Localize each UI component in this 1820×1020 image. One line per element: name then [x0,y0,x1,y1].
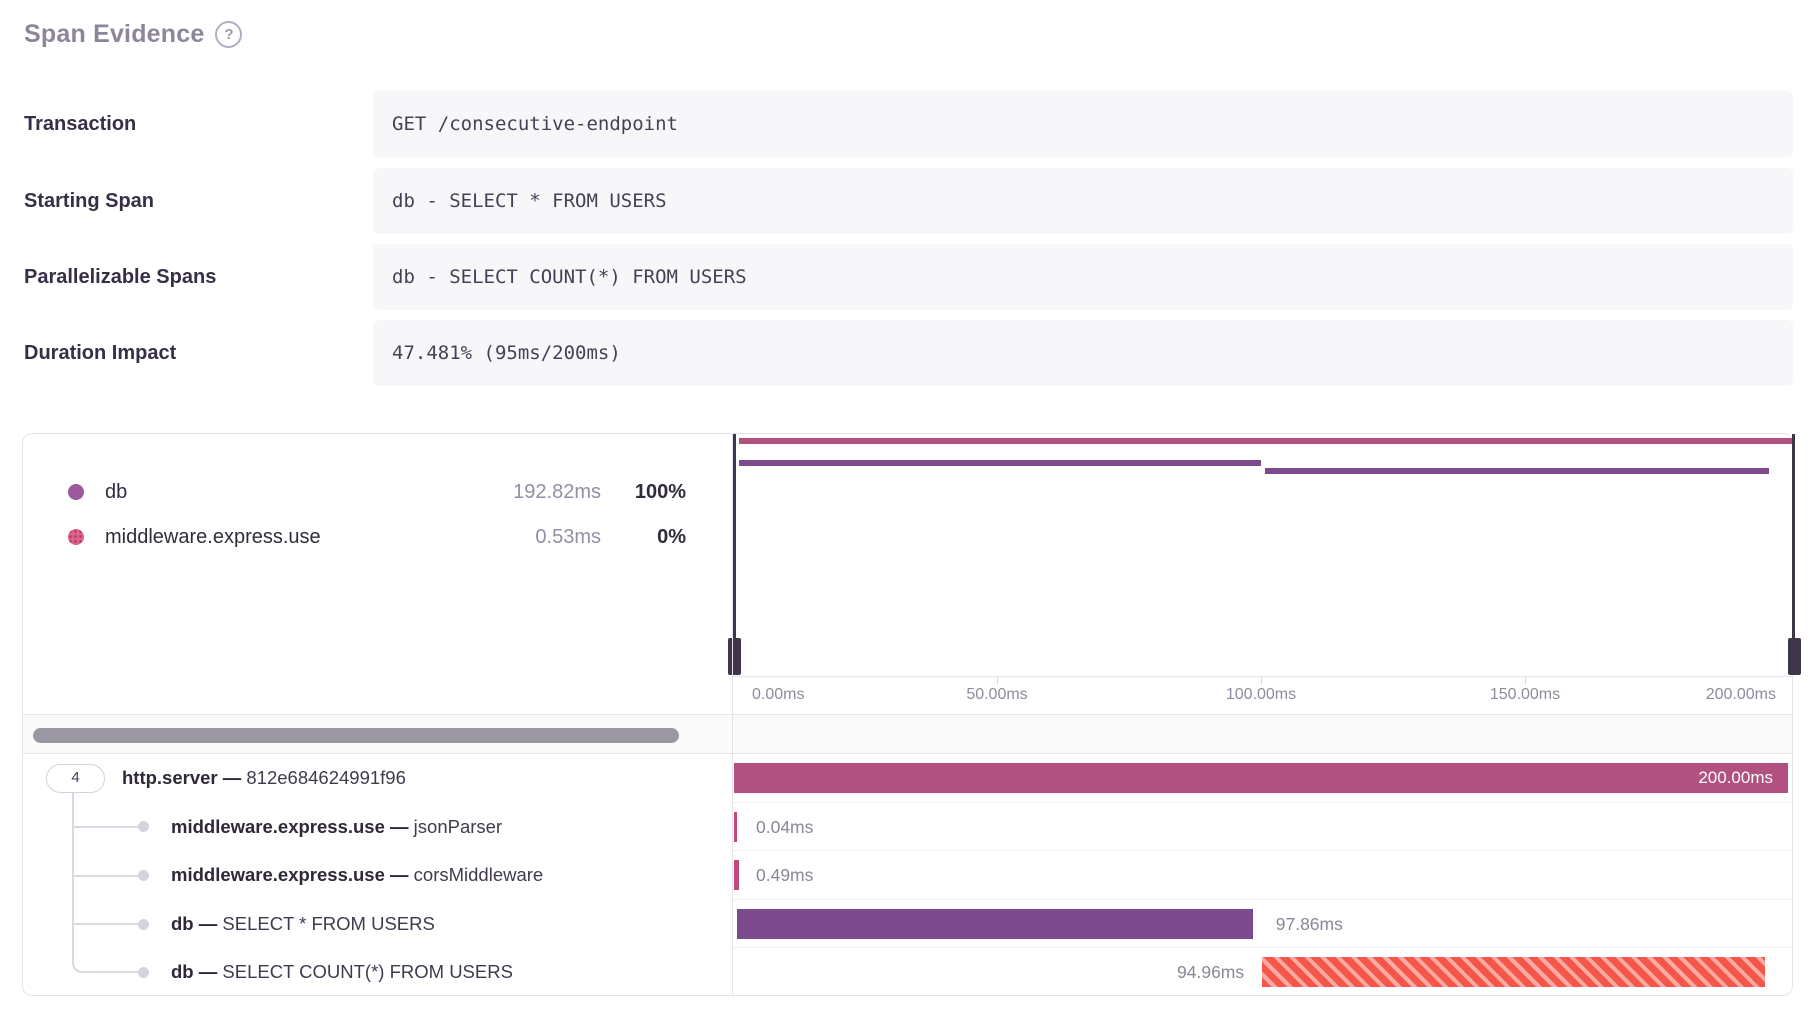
evidence-label: Starting Span [24,190,155,212]
axis-tick-50ms [997,677,998,684]
span-row-http-server[interactable]: 4 http.server — 812e684624991f96 200.00m… [23,754,1792,803]
axis-label-0ms: 0.00ms [752,686,805,703]
header: Span Evidence ? [24,20,243,49]
span-duration-label: 97.86ms [1275,913,1343,934]
span-bar-db-count-affected [1262,957,1765,988]
tree-bullet [138,967,149,979]
legend-percent: 100% [634,481,686,503]
page-title: Span Evidence [24,20,205,48]
evidence-value-box: db - SELECT * FROM USERS [373,168,1793,234]
span-bar-db-select [737,908,1253,939]
evidence-label: Duration Impact [24,342,177,364]
axis-label-200ms: 200.00ms [1705,686,1776,703]
span-duration-label: 200.00ms [1698,768,1773,787]
span-op: db [171,961,194,983]
separator: — [198,912,218,934]
span-description: SELECT * FROM USERS [222,912,435,934]
separator: — [198,961,218,983]
separator: — [222,767,242,788]
tree-bullet [138,821,149,833]
evidence-label: Parallelizable Spans [24,266,217,288]
span-row-db-count[interactable]: db — SELECT COUNT(*) FROM USERS 94.96ms [23,948,1792,997]
legend-op-label: middleware.express.use [105,526,321,548]
tree-bullet [138,918,149,930]
evidence-value: db - SELECT * FROM USERS [392,190,667,212]
evidence-value-box: db - SELECT COUNT(*) FROM USERS [373,244,1793,310]
span-row-json-parser[interactable]: middleware.express.use — jsonParser 0.04… [23,803,1792,852]
legend-duration: 192.82ms [513,481,601,503]
span-row-db-select[interactable]: db — SELECT * FROM USERS 97.86ms [23,900,1792,949]
legend-duration: 0.53ms [535,526,601,548]
evidence-row-duration-impact: Duration Impact 47.481% (95ms/200ms) [0,320,1820,386]
evidence-value: 47.481% (95ms/200ms) [392,342,621,364]
axis-tick-150ms [1525,677,1526,684]
legend-item-middleware[interactable]: middleware.express.use 0.53ms 0% [23,522,732,552]
horizontal-scrollbar-thumb[interactable] [33,728,679,743]
legend-item-db[interactable]: db 192.82ms 100% [23,477,732,507]
span-bar-http-server [734,763,1788,793]
column-divider [732,434,733,995]
span-bar-cors-middleware [734,860,739,891]
scrollbar-track [23,714,1792,754]
span-duration-label: 0.04ms [756,816,814,837]
evidence-row-parallelizable-spans: Parallelizable Spans db - SELECT COUNT(*… [0,244,1820,310]
axis-label-150ms: 150.00ms [1489,686,1561,703]
evidence-value-box: 47.481% (95ms/200ms) [373,320,1793,386]
minimap-bar-http-server [738,438,1792,444]
help-icon[interactable]: ? [215,21,243,48]
span-tree: 4 http.server — 812e684624991f96 200.00m… [23,754,1792,997]
evidence-value-box: GET /consecutive-endpoint [373,91,1793,157]
legend-percent: 0% [657,526,686,548]
span-op: middleware.express.use [171,864,385,886]
span-row-cors-middleware[interactable]: middleware.express.use — corsMiddleware … [23,851,1792,900]
span-description: 812e684624991f96 [246,767,406,788]
separator: — [390,864,409,886]
span-description: jsonParser [413,815,503,837]
minimap-left-grip[interactable] [728,638,741,675]
evidence-value: db - SELECT COUNT(*) FROM USERS [392,266,747,288]
time-axis: 0.00ms 50.00ms 100.00ms 150.00ms 200.00m… [733,676,1792,714]
db-color-dot [68,484,84,500]
span-bar-json-parser [734,811,737,842]
axis-label-50ms: 50.00ms [966,686,1028,703]
minimap-right-handle-line[interactable] [1792,434,1795,674]
span-description: SELECT COUNT(*) FROM USERS [222,961,513,983]
span-op: middleware.express.use [171,815,385,837]
evidence-label: Transaction [24,113,137,135]
span-waterfall-panel: db 192.82ms 100% middleware.express.use … [22,433,1801,997]
middleware-color-dot [68,529,84,545]
evidence-row-starting-span: Starting Span db - SELECT * FROM USERS [0,168,1820,234]
tree-bullet [138,869,149,881]
evidence-row-transaction: Transaction GET /consecutive-endpoint [0,91,1820,157]
span-op: http.server [122,767,218,788]
minimap-bar-db-select [738,460,1261,466]
trace-minimap[interactable] [728,434,1801,676]
axis-label-100ms: 100.00ms [1225,686,1297,703]
ops-legend: db 192.82ms 100% middleware.express.use … [23,434,732,714]
span-op: db [171,912,194,934]
axis-tick-100ms [1261,677,1262,684]
separator: — [390,815,409,837]
span-duration-label: 0.49ms [756,865,814,886]
span-duration-label: 94.96ms [1177,962,1245,983]
span-description: corsMiddleware [413,864,544,886]
minimap-bar-db-count [1264,468,1769,474]
minimap-left-handle-line[interactable] [733,434,736,674]
legend-op-label: db [105,481,128,503]
minimap-right-grip[interactable] [1788,638,1801,675]
evidence-value: GET /consecutive-endpoint [392,113,678,135]
expand-collapse-badge[interactable]: 4 [46,764,105,793]
